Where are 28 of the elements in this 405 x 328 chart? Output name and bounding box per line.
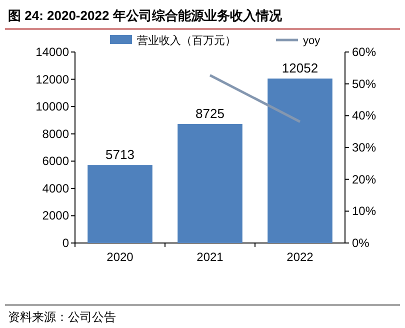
data-label: 5713: [106, 147, 134, 162]
legend-label: yoy: [303, 35, 321, 47]
x-tick-label: 2020: [106, 250, 134, 264]
legend-label: 营业收入（百万元）: [137, 34, 236, 47]
y-tick-label: 12000: [36, 72, 70, 86]
y-tick-label: 14000: [36, 45, 70, 59]
y2-tick-label: 20%: [352, 172, 376, 186]
bar: [178, 124, 242, 243]
y2-tick-label: 30%: [352, 140, 376, 154]
y2-tick-label: 50%: [352, 76, 376, 91]
y-tick-label: 8000: [42, 126, 70, 141]
y-tick-label: 2000: [42, 208, 70, 223]
x-tick-label: 2021: [196, 250, 224, 264]
y2-tick-label: 40%: [352, 108, 376, 123]
x-tick-label: 2022: [286, 250, 314, 264]
y-tick-label: 4000: [42, 181, 70, 196]
y-tick-label: 10000: [36, 100, 70, 114]
y2-tick-label: 60%: [352, 45, 376, 59]
y-tick-label: 6000: [42, 154, 70, 168]
bar: [88, 165, 152, 243]
y-tick-label: 0: [62, 236, 70, 250]
chart-title: 图 24: 2020-2022 年公司综合能源业务收入情况: [8, 8, 283, 23]
data-label: 8725: [196, 106, 224, 121]
bar: [268, 78, 332, 243]
y2-tick-label: 10%: [352, 204, 376, 218]
text: 资料来源：公司公告: [8, 310, 116, 324]
y2-tick-label: 0%: [352, 236, 370, 250]
data-label: 12052: [282, 60, 318, 76]
